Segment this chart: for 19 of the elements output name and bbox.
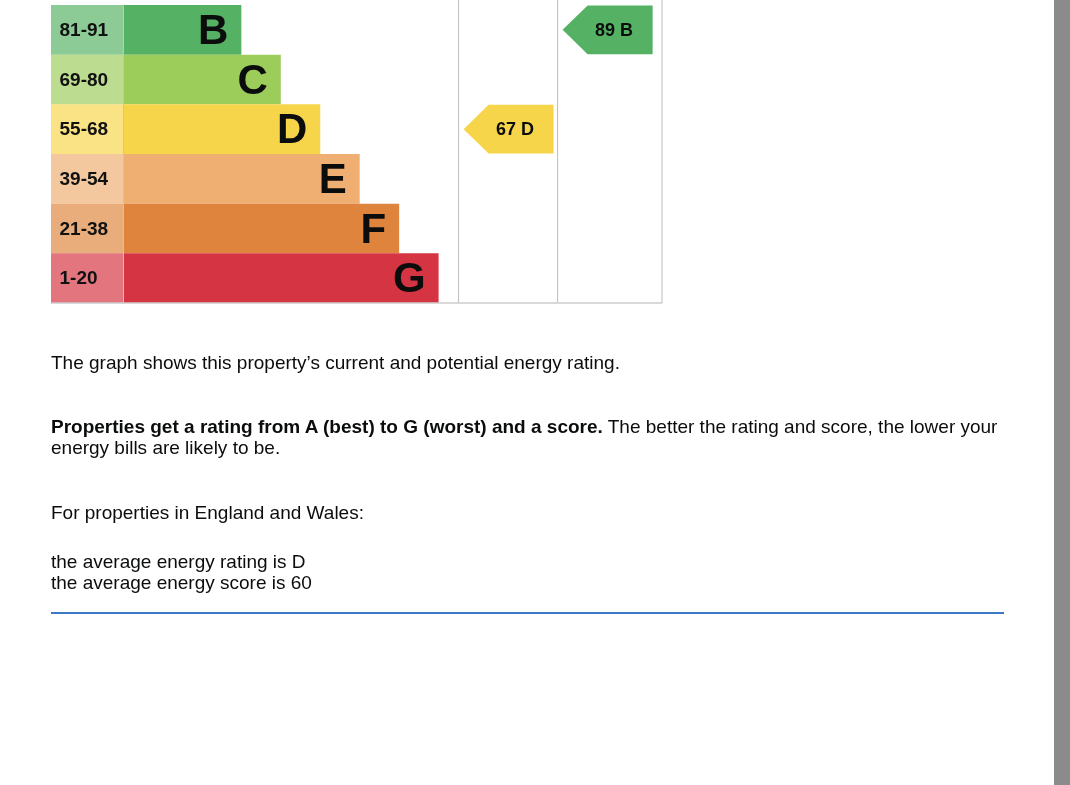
y-tick-label: 69-80	[59, 68, 109, 90]
text: The graph shows this property’s current and potential energy rating.	[51, 352, 620, 373]
annotation: D	[276, 105, 308, 153]
annotation: B	[198, 5, 229, 53]
annotation: E	[318, 154, 347, 202]
text: the average energy rating is D	[51, 551, 306, 572]
text: For properties in England and Wales:	[51, 502, 364, 523]
text: the average energy score is 60	[51, 572, 312, 593]
y-tick-label: 55-68	[59, 118, 109, 140]
y-tick-label: 1-20	[59, 267, 98, 289]
text: 89 B	[595, 19, 634, 40]
y-tick-label: 81-91	[59, 18, 109, 40]
y-tick-label: 39-54	[59, 167, 109, 189]
text: 67 D	[496, 119, 535, 140]
text: Properties get a rating from A (best) to G (worst) and a score.	[51, 416, 603, 437]
annotation: G	[392, 254, 426, 302]
annotation: F	[360, 204, 387, 252]
annotation: C	[237, 55, 268, 103]
y-tick-label: 21-38	[59, 217, 109, 239]
